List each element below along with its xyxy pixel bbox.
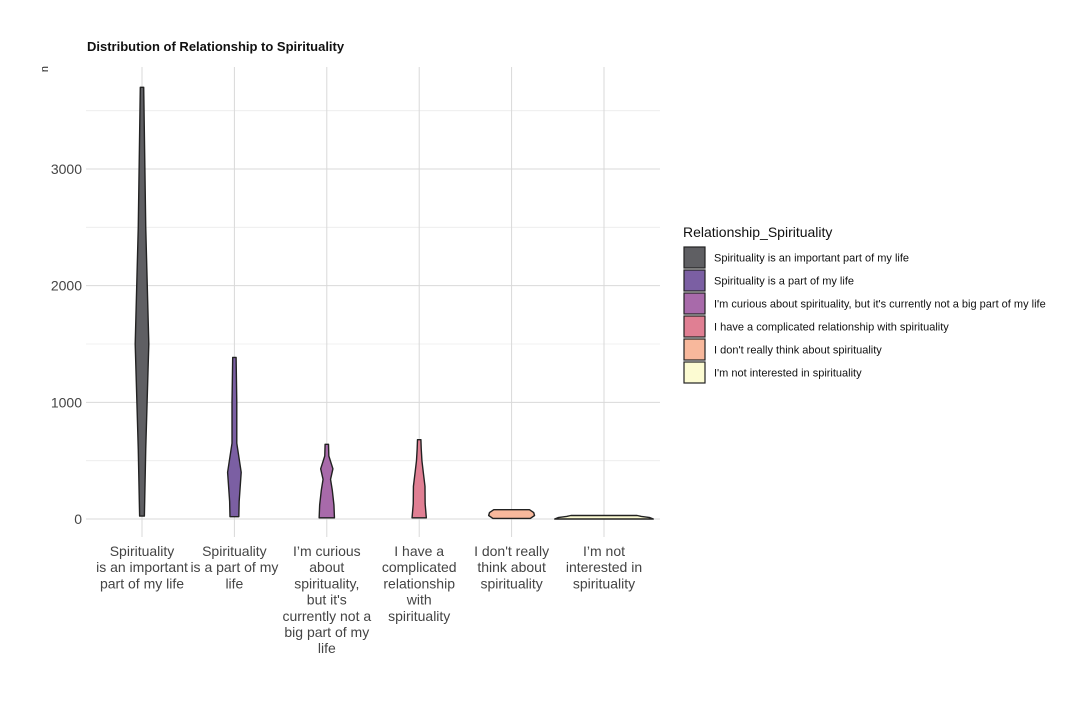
legend-key — [683, 338, 706, 361]
y-tick-labels: 0 1000 2000 3000 — [51, 161, 82, 527]
legend-label: I'm not interested in spirituality — [714, 368, 862, 380]
x-category-label: I’m not interested in spirituality — [566, 543, 642, 591]
legend-label: Spirituality is an important part of my … — [714, 253, 909, 265]
legend-key — [683, 292, 706, 315]
x-category-label: I don't really think about spirituality — [474, 543, 549, 591]
violin-3 — [318, 443, 336, 519]
y-tick-label: 2000 — [51, 278, 82, 294]
violins — [134, 86, 654, 520]
violin-6 — [554, 514, 654, 520]
legend-title: Relationship_Spirituality — [683, 224, 832, 240]
legend-label: I don't really think about spirituality — [714, 345, 882, 357]
legend-key — [683, 361, 706, 384]
violin-5 — [487, 508, 536, 520]
legend: Relationship_Spirituality Spirituality i… — [683, 224, 1046, 384]
x-category-label: I’m curious about spirituality, but it's cur… — [282, 543, 371, 656]
legend-key — [683, 246, 706, 269]
legend-label: I have a complicated relationship with s… — [714, 322, 949, 334]
x-category-label: Spirituality is an important part of my li… — [96, 543, 188, 591]
legend-label: I'm curious about spirituality, but it's… — [714, 299, 1046, 311]
violin-2 — [226, 356, 242, 518]
chart-title: Distribution of Relationship to Spiritua… — [87, 39, 345, 54]
x-category-labels: Spirituality is an important part of my li… — [96, 543, 642, 656]
legend-label: Spirituality is a part of my life — [714, 276, 854, 288]
gridlines — [86, 67, 660, 537]
violin-1 — [134, 86, 150, 517]
y-axis-title: n — [39, 66, 51, 72]
x-category-label: I have a complicated relationship with spiri… — [382, 543, 457, 624]
legend-key — [683, 315, 706, 338]
legend-key — [683, 269, 706, 292]
y-tick-label: 1000 — [51, 394, 82, 410]
y-tick-label: 3000 — [51, 161, 82, 177]
x-category-label: Spirituality is a part of my life — [190, 543, 278, 591]
y-tick-label: 0 — [74, 511, 82, 527]
violin-4 — [411, 438, 428, 519]
